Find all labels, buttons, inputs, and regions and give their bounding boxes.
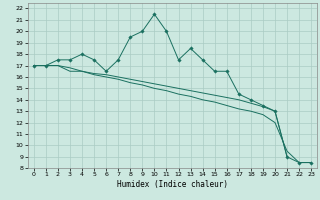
X-axis label: Humidex (Indice chaleur): Humidex (Indice chaleur)	[117, 180, 228, 189]
